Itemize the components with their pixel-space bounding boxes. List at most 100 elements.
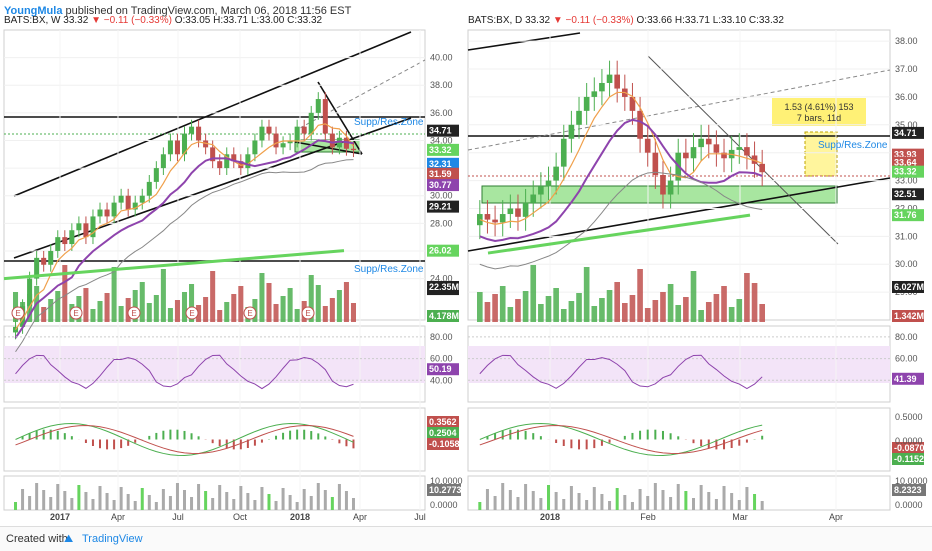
ma-200-line xyxy=(487,213,751,255)
price-label: 31.59 xyxy=(429,169,452,179)
volume-bar xyxy=(675,305,682,322)
osc-bar xyxy=(218,485,222,510)
osc-bar xyxy=(84,492,88,510)
weekly-close: C:33.32 xyxy=(287,15,323,26)
volume-label-box xyxy=(427,281,459,293)
volume-bar xyxy=(744,273,750,322)
volume-bar xyxy=(350,303,356,322)
candle-body xyxy=(667,180,674,195)
osc-bar xyxy=(112,500,116,510)
volume-bar xyxy=(545,296,552,322)
osc-bar xyxy=(274,501,278,510)
macd-value-box xyxy=(427,416,459,428)
footer: Created with ⛰ TradingView xyxy=(0,526,932,551)
candle-body xyxy=(167,140,173,155)
osc-bar xyxy=(91,499,95,510)
candle-body xyxy=(637,110,643,139)
osc-bar xyxy=(478,502,482,510)
osc-bar xyxy=(692,498,695,510)
candle-body xyxy=(705,138,712,145)
author-name[interactable]: YoungMula xyxy=(4,5,63,17)
volume-bar xyxy=(62,265,68,322)
ma-mid-line xyxy=(479,118,763,243)
volume-bar xyxy=(568,301,575,322)
y-tick-label: 37.00 xyxy=(895,64,918,74)
weekly-osc-pane[interactable] xyxy=(3,475,426,511)
price-label-box xyxy=(427,200,459,213)
price-label-box xyxy=(427,157,459,170)
daily-macd-pane[interactable] xyxy=(467,407,891,472)
daily-symbol[interactable]: BATS:BX, D xyxy=(468,15,523,26)
candle-body xyxy=(530,194,537,203)
volume-bar xyxy=(83,288,89,322)
tradingview-logo-icon[interactable]: ⛰ xyxy=(64,533,74,545)
osc-bar xyxy=(615,488,619,510)
candle-body xyxy=(231,154,237,162)
weekly-symbol[interactable]: BATS:BX, W xyxy=(4,15,61,26)
osc-bar xyxy=(288,495,292,510)
osc-bar xyxy=(225,492,229,510)
osc-bar xyxy=(653,483,657,510)
candle-body xyxy=(599,82,605,92)
candle-body xyxy=(48,250,54,265)
tradingview-brand[interactable]: TradingView xyxy=(82,533,143,545)
chart-canvas[interactable]: 24.0026.0028.0030.0032.0034.0036.0038.00… xyxy=(0,0,932,526)
volume-bar xyxy=(231,294,237,322)
volume-bar xyxy=(698,310,704,322)
earnings-marker-label: E xyxy=(247,309,252,318)
daily-legend: BATS:BX, D 33.32 ▼ −0.11 (−0.33%) O:33.6… xyxy=(468,15,784,26)
osc-bar xyxy=(753,494,757,510)
candle-body xyxy=(759,163,765,173)
weekly-zone-label-upper: Supp/Res.Zone xyxy=(354,117,424,128)
weekly-upper-channel-line[interactable] xyxy=(13,31,412,197)
volume-bar xyxy=(759,304,765,322)
macd-line xyxy=(15,423,354,456)
candle-body xyxy=(606,74,613,83)
measure-label-line2: 7 bars, 11d xyxy=(797,113,841,123)
volume-bar xyxy=(507,307,514,322)
price-label-box xyxy=(427,179,459,192)
candle-body xyxy=(210,147,216,162)
price-label: 33.32 xyxy=(429,145,452,155)
volume-bar xyxy=(530,265,537,322)
rsi-tick-label: 60.00 xyxy=(430,354,453,364)
rsi-tick-label: 60.00 xyxy=(895,354,918,364)
candle-body xyxy=(34,257,40,279)
volume-bar xyxy=(683,297,689,322)
volume-bar xyxy=(210,271,216,322)
rsi-tick-label: 80.00 xyxy=(895,332,918,342)
earnings-marker xyxy=(69,306,83,320)
osc-bar xyxy=(56,484,60,510)
candle-body xyxy=(252,140,258,155)
candle-body xyxy=(484,214,491,220)
osc-bar xyxy=(239,486,243,510)
osc-bar xyxy=(35,483,39,510)
candle-body xyxy=(196,126,202,141)
weekly-macd-pane[interactable] xyxy=(3,407,426,472)
osc-bar xyxy=(524,484,528,510)
earnings-marker xyxy=(127,306,141,320)
weekly-rsi-band xyxy=(4,346,425,383)
weekly-drawn-line-2[interactable] xyxy=(294,141,363,155)
price-label: 33.32 xyxy=(894,167,917,177)
volume-bar xyxy=(484,302,491,322)
osc-bar xyxy=(98,486,102,510)
x-tick-label: Mar xyxy=(732,512,748,522)
ma-short-line xyxy=(15,123,354,331)
volume-bar xyxy=(196,305,202,322)
candle-body xyxy=(629,96,636,111)
osc-bar xyxy=(539,498,543,510)
y-tick-label: 30.00 xyxy=(430,191,453,201)
volume-bar xyxy=(224,302,230,322)
x-tick-label: Jul xyxy=(414,512,426,522)
osc-bar xyxy=(577,493,581,510)
osc-value: 10.2773 xyxy=(429,485,462,495)
osc-bar xyxy=(204,491,208,510)
daily-lower-line[interactable] xyxy=(467,177,891,252)
x-tick-label: Oct xyxy=(233,512,248,522)
osc-tick-label: 10.0000 xyxy=(430,476,463,486)
y-tick-label: 33.00 xyxy=(895,176,918,186)
candle-body xyxy=(189,126,195,134)
volume-bar xyxy=(217,310,223,322)
